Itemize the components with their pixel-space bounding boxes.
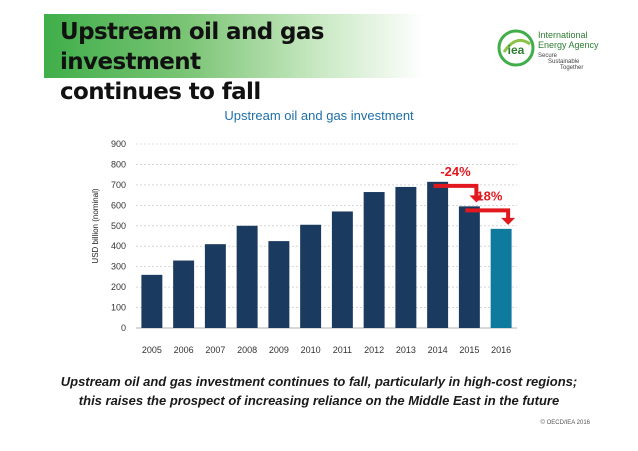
y-tick-label: 0 (121, 323, 126, 333)
y-axis-label: USD billion (nominal) (91, 188, 100, 263)
caption-line-2: this raises the prospect of increasing r… (78, 393, 560, 408)
x-tick-label: 2008 (237, 345, 257, 355)
title-banner (44, 14, 424, 78)
annotation-label: -18% (472, 188, 503, 203)
bar (490, 228, 512, 328)
x-tick-label: 2006 (174, 345, 194, 355)
x-tick-label: 2012 (364, 345, 384, 355)
caption: Upstream oil and gas investment continue… (30, 372, 608, 410)
y-tick-label: 500 (111, 221, 126, 231)
svg-text:iea: iea (508, 43, 525, 57)
bar (363, 192, 385, 328)
bar (395, 186, 417, 328)
logo-tagline-1: Secure (538, 53, 558, 59)
x-tick-label: 2014 (428, 345, 448, 355)
y-tick-label: 600 (111, 200, 126, 210)
y-tick-label: 200 (111, 282, 126, 292)
annotation-arrow (465, 208, 511, 219)
y-tick-label: 100 (111, 303, 126, 313)
bar (458, 206, 480, 328)
x-tick-label: 2010 (301, 345, 321, 355)
bar (173, 260, 195, 328)
x-tick-label: 2007 (205, 345, 225, 355)
annotation-arrowhead (501, 217, 516, 225)
bar (300, 224, 322, 328)
bar (204, 244, 226, 328)
x-tick-label: 2015 (459, 345, 479, 355)
slide-title-line-1: Upstream oil and gas investment (60, 19, 324, 75)
bar (268, 241, 290, 328)
y-tick-label: 800 (111, 159, 126, 169)
x-tick-label: 2005 (142, 345, 162, 355)
bar (236, 225, 258, 328)
annotation-arrow (433, 183, 479, 197)
y-tick-label: 300 (111, 262, 126, 272)
x-tick-label: 2016 (491, 345, 511, 355)
logo-tagline-3: Together (560, 65, 584, 71)
logo-name-line-2: Energy Agency (538, 40, 599, 50)
iea-logo-icon: iea (497, 29, 535, 67)
bar (331, 211, 353, 328)
y-tick-label: 700 (111, 180, 126, 190)
logo-name-line-1: International (538, 30, 588, 40)
iea-logo: iea International Energy Agency Secure S… (496, 26, 606, 72)
caption-line-1: Upstream oil and gas investment continue… (60, 374, 578, 389)
annotation-label: -24% (440, 164, 471, 179)
y-tick-label: 400 (111, 241, 126, 251)
copyright: © OECD/IEA 2016 (540, 420, 590, 426)
x-tick-label: 2011 (333, 345, 352, 355)
chart-title: Upstream oil and gas investment (224, 108, 414, 123)
logo-tagline-2: Sustainable (548, 59, 580, 65)
annotation-arrowhead (469, 195, 484, 203)
y-tick-label: 900 (111, 139, 126, 149)
x-tick-label: 2009 (269, 345, 289, 355)
slide-title-line-2: continues to fall (60, 79, 261, 105)
bar (427, 181, 449, 328)
x-tick-label: 2013 (396, 345, 416, 355)
slide-title: Upstream oil and gas investment continue… (60, 17, 420, 107)
bar (141, 274, 163, 328)
